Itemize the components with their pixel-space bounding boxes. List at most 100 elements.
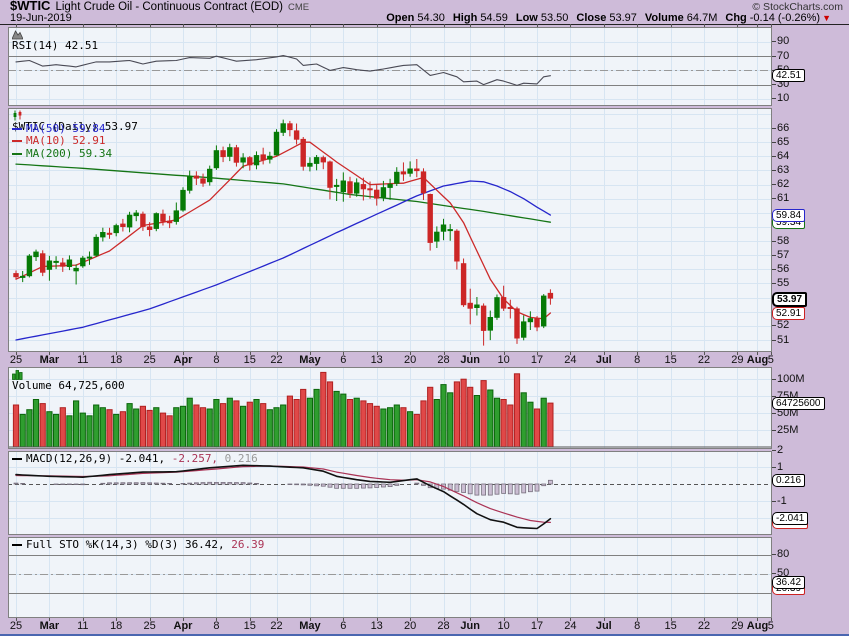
date-tick-label: Jun [460, 620, 480, 632]
date-tick-label: 25 [143, 354, 156, 366]
ma50-line [15, 180, 552, 341]
date-tick-mark [671, 618, 672, 621]
sto-value-bubble: 36.42 [772, 575, 806, 589]
date-tick-mark [637, 618, 638, 621]
y-axis-label: 58 [777, 234, 790, 247]
top-tick-mark [410, 24, 411, 27]
date-axis-bottom: 25 Mar 11 18 25 Apr 8 15 22 May 6 13 20 28 Jun 10 17 24 Ju… [0, 618, 849, 634]
date-tick-mark [704, 618, 705, 621]
y-axis-label: 30 [777, 78, 790, 91]
top-tick-mark [444, 24, 445, 27]
date-tick-mark [444, 618, 445, 621]
date-tick-label: 13 [370, 354, 383, 366]
date-tick-label: Jul [595, 620, 612, 632]
date-tick-label: 28 [437, 620, 450, 632]
quote-value-low: 53.50 [540, 12, 569, 24]
date-tick-label: May [299, 620, 321, 632]
top-tick-mark [377, 24, 378, 27]
axis-tick-mark [772, 378, 776, 380]
date-tick-mark [771, 352, 772, 355]
quote-label-volume: Volume [644, 12, 684, 24]
panel-border [8, 451, 772, 535]
date-tick-mark [504, 352, 505, 355]
quote-label-chg: Chg [725, 12, 747, 24]
quote-value-volume: 64.7M [686, 12, 718, 24]
date-tick-label: 10 [497, 354, 510, 366]
top-tick-mark [704, 24, 705, 27]
axis-tick-mark [772, 141, 776, 143]
axis-tick-mark [772, 127, 776, 129]
date-tick-mark [16, 618, 17, 621]
top-tick-mark [343, 24, 344, 27]
date-tick-mark [537, 352, 538, 355]
date-tick-label: 15 [664, 354, 677, 366]
date-tick-mark [310, 618, 311, 621]
quote-value-open: 54.30 [417, 12, 445, 24]
y-axis-label: 10 [777, 92, 790, 105]
y-axis-label: 65 [777, 135, 790, 148]
top-tick-mark [277, 24, 278, 27]
top-tick-mark [604, 24, 605, 27]
macd-histogram [13, 479, 553, 496]
line-swatch [12, 544, 22, 546]
axis-tick-mark [772, 500, 776, 502]
y-axis-label: 51 [777, 333, 790, 346]
axis-tick-mark [772, 41, 776, 43]
date-tick-mark [757, 352, 758, 355]
axis-tick-mark [772, 466, 776, 468]
date-tick-label: 15 [664, 620, 677, 632]
panel-border [8, 27, 772, 106]
date-tick-label: 29 [731, 354, 744, 366]
ma10-line [15, 141, 552, 320]
top-tick-mark [737, 24, 738, 27]
date-tick-label: 20 [403, 354, 417, 366]
date-tick-mark [343, 618, 344, 621]
top-tick-mark [16, 24, 17, 27]
date-tick-mark [771, 618, 772, 621]
date-tick-label: Apr [173, 620, 193, 632]
macd-panel [8, 451, 772, 535]
date-tick-label: 25 [9, 620, 23, 632]
top-tick-mark [310, 24, 311, 27]
date-tick-mark [216, 618, 217, 621]
rsi-value-bubble: 42.51 [772, 69, 806, 83]
date-tick-mark [737, 618, 738, 621]
chart-title: Light Crude Oil - Continuous Contract (E… [55, 1, 283, 13]
top-tick-mark [671, 24, 672, 27]
y-axis-label: 64 [777, 149, 790, 162]
date-tick-mark [671, 352, 672, 355]
date-tick-mark [250, 352, 251, 355]
y-axis-label: 100M [777, 372, 805, 385]
quote-label-high: High [452, 12, 478, 24]
quote-label-open: Open [386, 12, 415, 24]
top-tick-mark [83, 24, 84, 27]
date-tick-mark [377, 352, 378, 355]
date-tick-label: 28 [437, 354, 450, 366]
axis-tick-mark [772, 55, 776, 57]
date-tick-label: 29 [731, 620, 744, 632]
date-tick-label: Aug [746, 354, 769, 366]
y-axis-label: 80 [777, 548, 790, 561]
y-axis-label: 50M [777, 406, 799, 419]
date-tick-label: 18 [110, 620, 123, 632]
volume-value-bubble: 64725600 [772, 396, 825, 410]
axis-tick-mark [772, 268, 776, 270]
axis-tick-mark [772, 339, 776, 341]
candles [13, 119, 554, 346]
date-tick-mark [377, 618, 378, 621]
legend-text: MACD(12,26,9) -2.041, [26, 452, 166, 465]
date-tick-mark [604, 352, 605, 355]
date-tick-mark [704, 352, 705, 355]
date-tick-mark [83, 352, 84, 355]
line-swatch [12, 140, 22, 142]
top-tick-mark [470, 24, 471, 27]
date-tick-label: 24 [564, 620, 577, 632]
price-value-bubble: 59.84 [772, 208, 806, 222]
axis-tick-mark [772, 198, 776, 200]
legend-text: -2.257, [165, 452, 219, 465]
date-tick-label: Aug [746, 620, 769, 632]
price-value-bubble: 52.91 [772, 306, 806, 320]
top-tick-mark [116, 24, 117, 27]
panel-border [8, 108, 772, 352]
date-tick-mark [504, 618, 505, 621]
